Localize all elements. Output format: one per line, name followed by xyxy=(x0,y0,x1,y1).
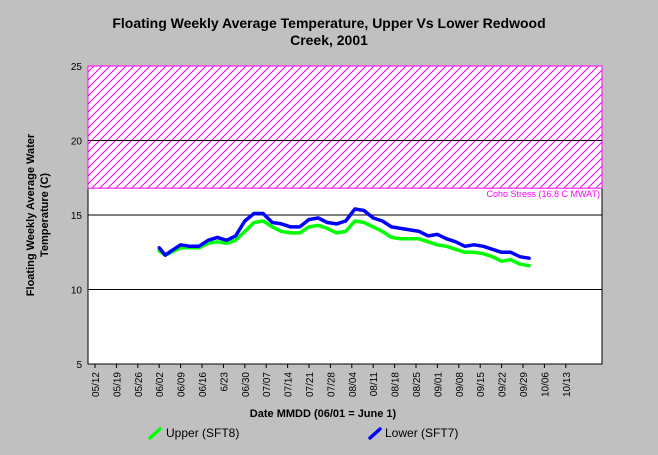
legend-marker-upper xyxy=(148,427,162,440)
y-axis-label-line2: Temperature (C) xyxy=(39,173,51,257)
x-tick-label: 07/28 xyxy=(326,372,337,397)
x-tick-label: 07/21 xyxy=(305,372,316,397)
x-tick-label: 06/02 xyxy=(155,372,166,397)
chart-title-line2: Creek, 2001 xyxy=(290,32,368,48)
legend: Upper (SFT8) Lower (SFT7) xyxy=(148,426,458,440)
y-axis-ticks: 5 10 15 20 25 xyxy=(71,62,83,371)
series-lines xyxy=(157,207,531,268)
y-axis-label: Floating Weekly Average Water Temperatur… xyxy=(25,133,51,296)
legend-marker-lower xyxy=(368,427,382,440)
x-tick-label: 08/04 xyxy=(348,372,359,397)
x-tick-label: 07/14 xyxy=(284,372,295,397)
x-tick-label: 06/30 xyxy=(241,372,252,397)
y-tick-label-25: 25 xyxy=(71,62,83,73)
y-tick-label-5: 5 xyxy=(76,360,82,371)
x-tick-label: 08/25 xyxy=(412,372,423,397)
y-axis-label-line1: Floating Weekly Average Water xyxy=(25,133,37,296)
chart-title-line1: Floating Weekly Average Temperature, Upp… xyxy=(112,15,545,31)
legend-label-upper: Upper (SFT8) xyxy=(166,426,239,440)
y-tick-label-15: 15 xyxy=(71,211,83,222)
y-tick-label-10: 10 xyxy=(71,286,83,297)
x-tick-label: 08/11 xyxy=(369,372,380,397)
x-tick-label: 06/16 xyxy=(198,372,209,397)
x-tick-label: 09/22 xyxy=(498,372,509,397)
series-line-lower xyxy=(157,207,531,260)
x-tick-label: 05/12 xyxy=(91,372,102,397)
x-tick-label: 09/01 xyxy=(433,372,444,397)
coho-stress-label: Coho Stress (16.8 C MWAT) xyxy=(486,189,600,199)
x-tick-label: 07/07 xyxy=(262,372,273,397)
x-tick-label: 08/18 xyxy=(391,372,402,397)
x-tick-label: 10/13 xyxy=(562,372,573,397)
y-tick-label-20: 20 xyxy=(71,137,83,148)
x-tick-label: 06/09 xyxy=(177,372,188,397)
x-tick-label: 09/08 xyxy=(455,372,466,397)
x-axis-label: Date MMDD (06/01 = June 1) xyxy=(250,408,397,420)
x-axis-ticks: 05/12 05/19 05/26 06/02 06/09 06/16 6/23 06/30 0… xyxy=(91,364,573,397)
gridlines xyxy=(88,140,602,290)
x-tick-label: 05/19 xyxy=(112,372,123,397)
x-tick-label: 10/06 xyxy=(540,372,551,397)
legend-label-lower: Lower (SFT7) xyxy=(385,426,458,440)
series-line-upper xyxy=(157,219,531,268)
x-tick-label: 6/23 xyxy=(219,372,230,392)
coho-stress-band xyxy=(87,65,603,189)
x-tick-label: 09/29 xyxy=(519,372,530,397)
x-tick-label: 09/15 xyxy=(476,372,487,397)
x-tick-label: 05/26 xyxy=(134,372,145,397)
